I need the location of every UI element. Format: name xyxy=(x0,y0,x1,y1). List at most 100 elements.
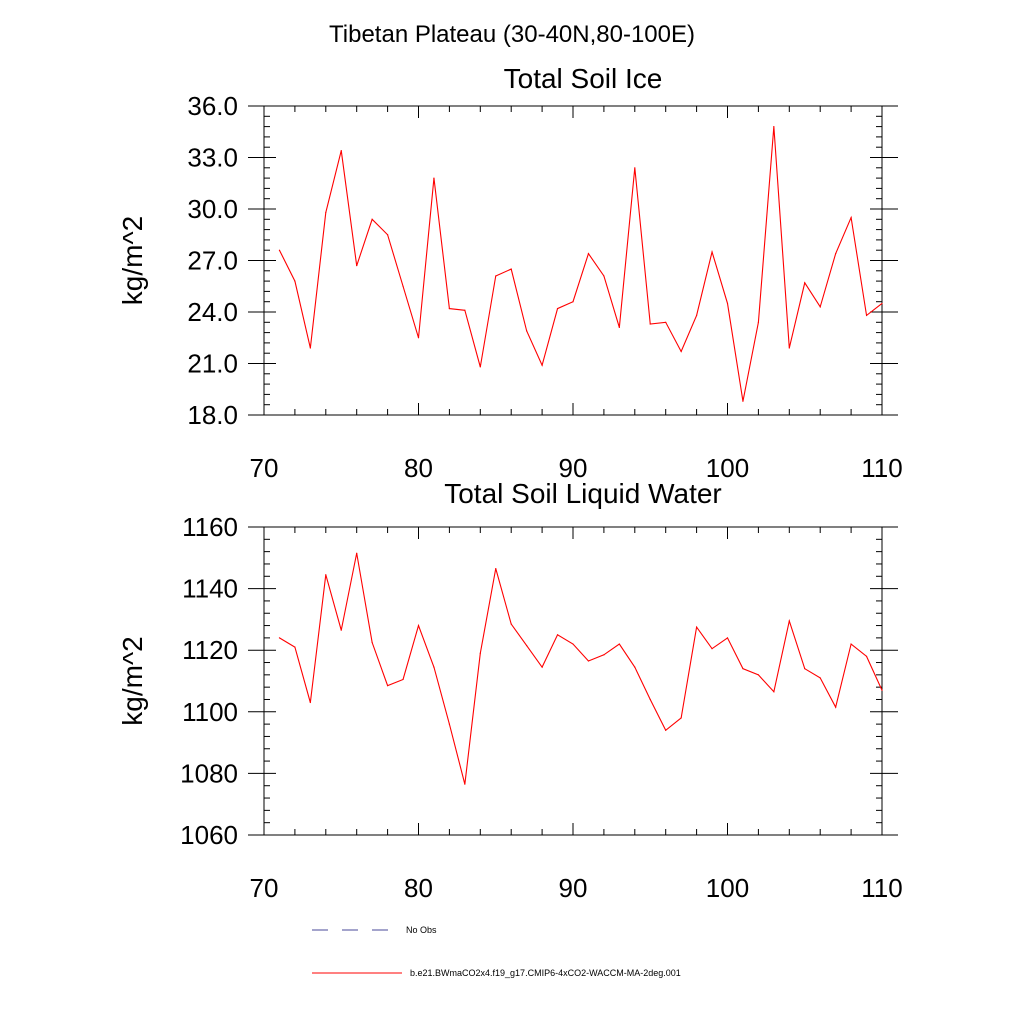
chart-title: Total Soil Ice xyxy=(504,63,663,94)
y-axis-label: kg/m^2 xyxy=(117,216,148,305)
data-point xyxy=(835,706,837,708)
y-tick-label: 36.0 xyxy=(187,91,238,121)
data-point xyxy=(417,337,420,339)
data-point xyxy=(835,253,837,255)
data-point xyxy=(556,634,559,636)
data-point xyxy=(757,674,760,676)
data-point xyxy=(417,624,420,627)
data-point xyxy=(680,717,682,719)
y-tick-label: 24.0 xyxy=(187,297,238,327)
data-point xyxy=(541,364,543,366)
data-point xyxy=(618,643,620,645)
data-point xyxy=(680,350,682,353)
x-tick-label: 70 xyxy=(250,453,279,483)
data-point xyxy=(325,211,327,214)
data-point xyxy=(634,666,636,668)
chart-title: Total Soil Liquid Water xyxy=(444,478,722,509)
data-point xyxy=(495,567,497,570)
data-point xyxy=(371,218,373,220)
data-point xyxy=(371,641,373,644)
legend-label-no-obs: No Obs xyxy=(406,925,437,935)
data-point xyxy=(402,678,404,681)
data-point xyxy=(572,643,574,645)
data-point xyxy=(726,637,729,639)
data-point xyxy=(479,652,481,654)
y-tick-label: 1100 xyxy=(182,697,238,727)
data-point xyxy=(757,321,760,323)
data-point xyxy=(356,265,358,267)
data-point xyxy=(278,249,281,251)
y-tick-label: 27.0 xyxy=(187,246,238,276)
data-point xyxy=(510,623,512,625)
data-point xyxy=(294,280,296,282)
data-point xyxy=(464,309,466,311)
data-point xyxy=(387,685,389,687)
data-point xyxy=(340,150,342,152)
data-point xyxy=(711,251,713,253)
data-point xyxy=(294,646,296,648)
plot-frame xyxy=(263,526,883,836)
legend-label-model-run: b.e21.BWmaCO2x4.f19_g17.CMIP6-4xCO2-WACC… xyxy=(410,968,681,978)
data-point xyxy=(850,643,852,645)
data-point xyxy=(479,366,481,368)
y-tick-label: 18.0 xyxy=(187,400,238,430)
data-point xyxy=(649,698,651,701)
data-point xyxy=(649,323,651,325)
series-line xyxy=(278,126,883,402)
y-tick-label: 1060 xyxy=(180,820,238,850)
data-point xyxy=(402,285,404,287)
x-tick-label: 80 xyxy=(404,873,433,903)
data-point xyxy=(788,620,790,622)
data-point xyxy=(726,302,729,305)
data-point xyxy=(603,654,605,656)
data-point xyxy=(804,282,806,284)
data-point xyxy=(433,177,435,179)
data-point xyxy=(696,626,698,628)
x-tick-label: 70 xyxy=(250,873,279,903)
data-point xyxy=(603,275,605,277)
data-point xyxy=(865,314,868,317)
data-point xyxy=(510,268,512,270)
data-point xyxy=(850,216,852,219)
data-point xyxy=(325,574,327,576)
data-point xyxy=(865,655,868,657)
data-point xyxy=(278,637,281,639)
x-tick-label: 110 xyxy=(861,873,902,903)
data-point xyxy=(819,677,821,679)
data-point xyxy=(433,666,435,668)
data-point xyxy=(464,783,466,785)
y-tick-label: 1140 xyxy=(182,574,238,604)
data-point xyxy=(742,400,744,402)
data-point xyxy=(387,234,389,236)
data-point xyxy=(881,302,883,305)
x-tick-label: 90 xyxy=(559,453,588,483)
y-tick-label: 21.0 xyxy=(187,349,238,379)
data-point xyxy=(495,275,497,277)
x-tick-label: 100 xyxy=(706,873,749,903)
data-point xyxy=(742,668,744,670)
data-point xyxy=(711,648,713,650)
data-point xyxy=(773,691,775,693)
x-tick-label: 90 xyxy=(559,873,588,903)
data-point xyxy=(665,321,667,323)
data-point xyxy=(819,306,821,308)
data-point xyxy=(788,347,790,349)
data-point xyxy=(634,167,636,169)
figure-title: Tibetan Plateau (30-40N,80-100E) xyxy=(329,21,695,48)
data-point xyxy=(587,660,590,662)
data-point xyxy=(526,330,528,332)
series-line xyxy=(279,553,883,785)
x-tick-label: 80 xyxy=(404,453,433,483)
data-point xyxy=(340,629,342,631)
y-tick-label: 1160 xyxy=(182,512,238,542)
data-point xyxy=(309,347,311,349)
x-tick-label: 100 xyxy=(706,453,749,483)
panel-total-soil-ice: Total Soil Ice kg/m^2 70 80 90 100 110 18.0 21.0… xyxy=(117,63,903,483)
y-tick-label: 30.0 xyxy=(187,194,238,224)
data-point xyxy=(665,729,667,731)
plot-frame xyxy=(263,105,883,416)
data-point xyxy=(618,326,620,329)
data-point xyxy=(356,552,358,554)
y-tick-label: 1120 xyxy=(182,635,238,665)
